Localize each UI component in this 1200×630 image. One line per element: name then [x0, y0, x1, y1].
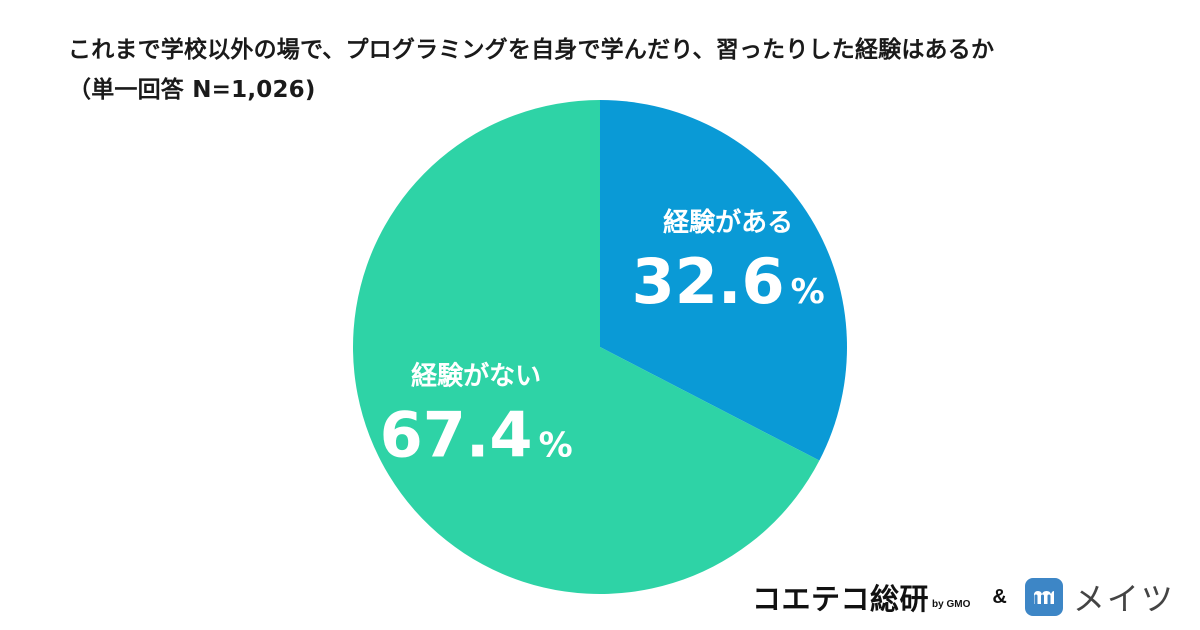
slice-value-unit-0: %: [791, 272, 825, 312]
koeteco-logo-sub: by GMO: [932, 599, 971, 610]
slice-value-number-0: 32.6: [632, 245, 785, 318]
slice-value-0: 32.6%: [632, 245, 825, 318]
pie-slice-1: [352, 100, 820, 594]
slice-value-1: 67.4%: [380, 398, 573, 471]
slice-label-0: 経験がある: [663, 207, 793, 238]
chart-title-block: これまで学校以外の場で、プログラミングを自身で学んだり、習ったりした経験はあるか…: [68, 30, 1168, 110]
ampersand: &: [992, 585, 1007, 608]
chart-subtitle: （単一回答 N=1,026): [68, 77, 316, 103]
koeteco-logo: コエテコ総研: [752, 582, 930, 616]
mates-logo-icon: [1024, 578, 1063, 616]
slice-value-number-1: 67.4: [380, 398, 533, 471]
mates-logo-text: メイツ: [1072, 580, 1175, 618]
footer-logos: コエテコ総研 by GMO & メイツ: [752, 572, 1175, 622]
pie-slice-0: [600, 100, 847, 461]
chart-title: これまで学校以外の場で、プログラミングを自身で学んだり、習ったりした経験はあるか: [68, 37, 995, 63]
slice-label-1: 経験がない: [411, 360, 541, 391]
slice-value-unit-1: %: [539, 425, 573, 465]
